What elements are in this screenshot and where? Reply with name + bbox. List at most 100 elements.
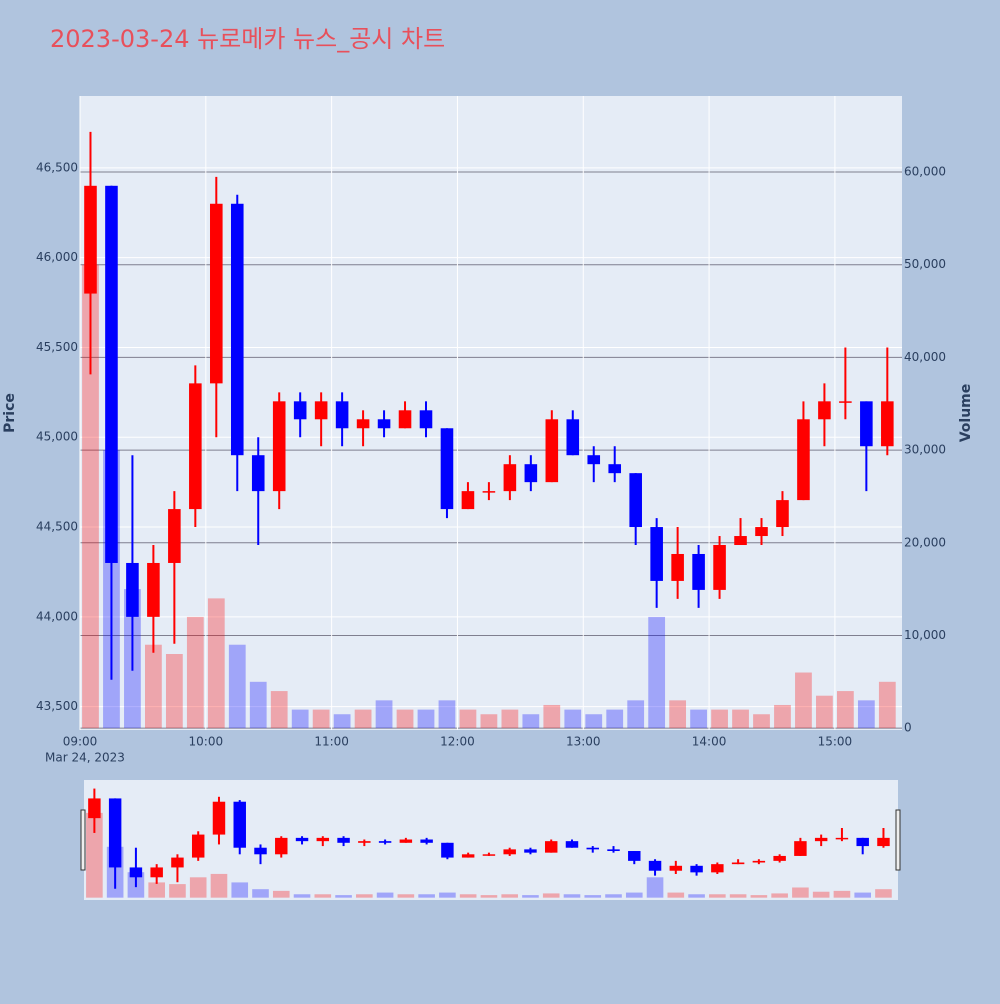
range-handle[interactable] bbox=[895, 809, 901, 871]
range-candle-body bbox=[108, 798, 122, 868]
range-candle-body bbox=[275, 837, 288, 855]
candle-volume-bar bbox=[711, 709, 728, 729]
x-tick-label: 11:00 bbox=[314, 735, 349, 749]
candle-body bbox=[293, 401, 307, 420]
candle-volume-bar bbox=[648, 616, 666, 729]
range-candle-volume-bar bbox=[459, 894, 477, 898]
range-candle-body bbox=[648, 860, 662, 871]
range-candle-body bbox=[669, 865, 683, 871]
range-candle-volume-bar bbox=[667, 892, 685, 898]
candle-body bbox=[629, 473, 642, 528]
range-candle-volume-bar bbox=[293, 894, 311, 898]
y2-tick-label: 10,000 bbox=[904, 628, 946, 642]
range-candle-volume-bar bbox=[542, 893, 560, 898]
range-candle-volume-bar bbox=[439, 892, 456, 898]
candle-body bbox=[839, 401, 852, 403]
range-candle-volume-bar bbox=[625, 892, 643, 898]
candle-volume-bar bbox=[417, 709, 435, 729]
candle-volume-bar bbox=[732, 709, 749, 729]
x-tick-label: 15:00 bbox=[818, 735, 853, 749]
range-candle-volume-bar bbox=[750, 895, 768, 898]
range-candle-body bbox=[503, 849, 516, 855]
candle-body bbox=[84, 185, 97, 294]
candle-volume-bar bbox=[354, 709, 372, 729]
range-candle-volume-bar bbox=[792, 887, 809, 898]
range-candle-volume-bar bbox=[418, 894, 435, 898]
range-candle-body bbox=[378, 841, 392, 843]
range-candle-body bbox=[752, 860, 766, 863]
x-tick-label: 10:00 bbox=[189, 735, 224, 749]
range-candle-volume-bar bbox=[584, 895, 602, 898]
candle-body bbox=[860, 401, 873, 447]
range-candle-body bbox=[814, 837, 828, 842]
candle-volume-bar bbox=[669, 700, 687, 729]
range-candle-body bbox=[607, 849, 620, 852]
range-candle-volume-bar bbox=[688, 894, 705, 898]
range-candle-body bbox=[129, 867, 143, 878]
candle-body bbox=[881, 401, 894, 447]
range-candle-body bbox=[628, 851, 641, 861]
range-candle-body bbox=[565, 841, 579, 848]
candle-volume-bar bbox=[438, 700, 456, 729]
candle-volume-bar bbox=[82, 264, 99, 729]
candle-body bbox=[377, 419, 391, 429]
candle-volume-bar bbox=[543, 704, 561, 729]
candle-body bbox=[461, 491, 475, 510]
range-candle-body bbox=[337, 837, 350, 843]
candle-body bbox=[734, 536, 747, 546]
range-candle-volume-bar bbox=[148, 882, 165, 898]
x-tick-label: 09:00 bbox=[63, 735, 98, 749]
y2-tick-label: 40,000 bbox=[904, 350, 946, 364]
range-candle-body bbox=[212, 801, 226, 835]
range-candle-body bbox=[586, 847, 599, 850]
range-candle-body bbox=[254, 847, 267, 855]
range-candle-body bbox=[316, 837, 330, 842]
range-candle-body bbox=[150, 867, 163, 878]
candle-body bbox=[272, 401, 286, 492]
range-candle-body bbox=[461, 854, 475, 858]
range-candle-body bbox=[295, 837, 309, 842]
range-candle-volume-bar bbox=[501, 894, 518, 898]
range-handle[interactable] bbox=[80, 809, 86, 871]
range-candle-volume-bar bbox=[169, 884, 186, 898]
y-tick-label: 46,500 bbox=[36, 160, 78, 174]
range-candle-body bbox=[524, 849, 537, 853]
candle-body bbox=[671, 553, 684, 581]
candle-body bbox=[818, 401, 831, 420]
candle-body bbox=[587, 455, 601, 465]
candle-volume-bar bbox=[585, 714, 603, 729]
candle-volume-bar bbox=[270, 691, 288, 729]
candle-volume-bar bbox=[753, 714, 770, 729]
range-candle-body bbox=[171, 857, 184, 868]
candle-body bbox=[608, 464, 622, 474]
candle-volume-bar bbox=[291, 709, 309, 729]
candle-volume-bar bbox=[165, 653, 183, 729]
candle-body bbox=[524, 464, 538, 483]
range-candle-volume-bar bbox=[356, 894, 373, 898]
range-candle-volume-bar bbox=[86, 812, 103, 898]
range-candle-body bbox=[731, 862, 745, 865]
range-candle-body bbox=[482, 854, 496, 856]
candle-body bbox=[251, 455, 265, 492]
candle-body bbox=[482, 491, 496, 493]
range-candle-volume-bar bbox=[480, 895, 498, 898]
candle-volume-bar bbox=[186, 616, 204, 729]
range-candle-body bbox=[711, 864, 724, 873]
range-candle-volume-bar bbox=[210, 873, 228, 898]
y2-axis-title: Volume bbox=[958, 384, 974, 443]
range-candle-volume-bar bbox=[252, 889, 269, 898]
range-candle-body bbox=[856, 837, 869, 847]
candle-volume-bar bbox=[501, 709, 519, 729]
candle-body bbox=[230, 203, 244, 456]
range-candle-volume-bar bbox=[729, 894, 747, 898]
candle-volume-bar bbox=[774, 704, 791, 729]
range-candle-volume-bar bbox=[272, 890, 290, 898]
x-date-label: Mar 24, 2023 bbox=[45, 751, 125, 765]
candle-body bbox=[776, 500, 789, 528]
y2-tick-label: 60,000 bbox=[904, 165, 946, 179]
candle-volume-bar bbox=[396, 709, 414, 729]
range-candle-body bbox=[420, 839, 433, 843]
range-candle-body bbox=[441, 842, 454, 858]
range-candle-body bbox=[794, 841, 807, 856]
